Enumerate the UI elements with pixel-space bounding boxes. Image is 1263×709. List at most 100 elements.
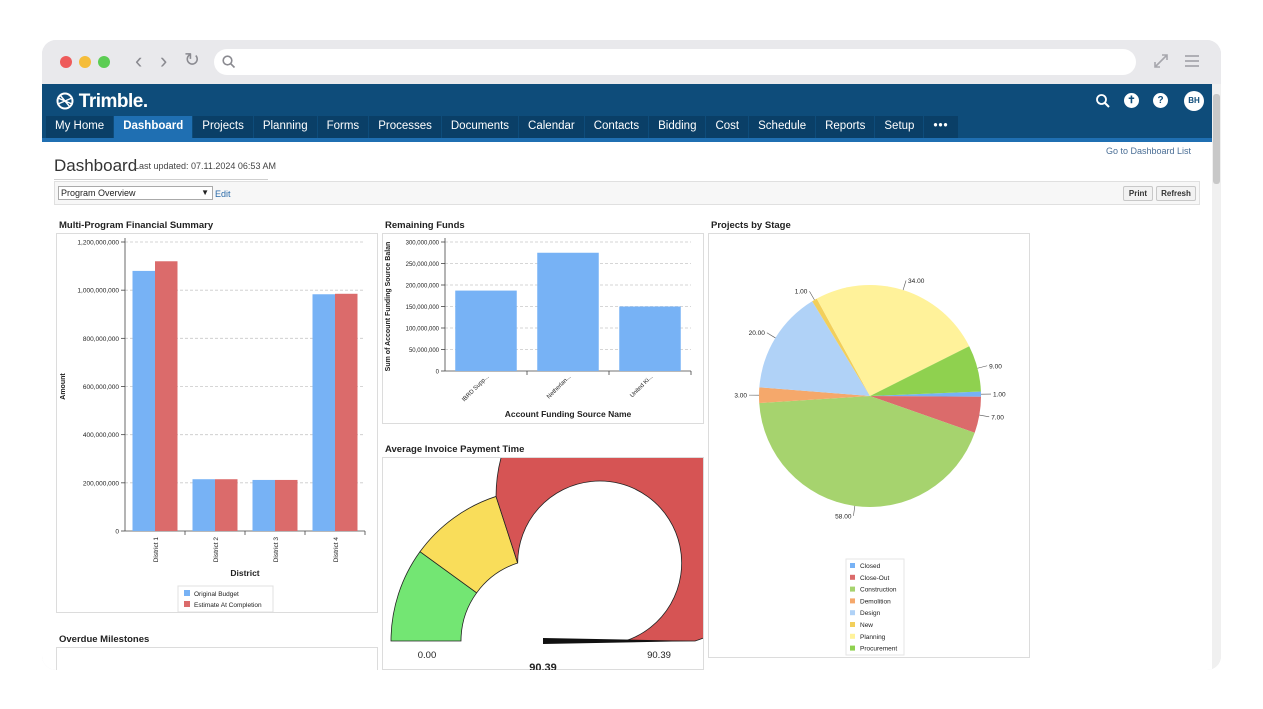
x-axis-label: District [230, 568, 259, 578]
pie-slice[interactable] [812, 298, 870, 396]
overdue-milestones-title: Overdue Milestones [59, 634, 150, 645]
tab-documents[interactable]: Documents [441, 116, 520, 138]
pie-value-label: 7.00 [991, 414, 1004, 421]
pie-value-label: 58.00 [835, 513, 852, 520]
bar[interactable] [537, 252, 599, 371]
pie-slice[interactable] [759, 387, 870, 404]
bar[interactable] [155, 261, 178, 531]
x-axis-label: Account Funding Source Name [505, 409, 632, 419]
tab-my-home[interactable]: My Home [46, 116, 115, 138]
user-avatar[interactable]: BH [1184, 91, 1204, 111]
bar[interactable] [252, 479, 276, 531]
gauge-min-label: 0.00 [418, 650, 437, 661]
dashboard-toolbar: Program Overview ▼ Edit Print Refresh [54, 181, 1200, 205]
legend-label: Construction [860, 587, 897, 594]
tab-forms[interactable]: Forms [317, 116, 370, 138]
bar[interactable] [455, 290, 517, 371]
reload-icon[interactable]: ↻ [184, 50, 200, 71]
bar[interactable] [335, 293, 358, 531]
close-window-dot[interactable] [60, 56, 72, 68]
edit-link[interactable]: Edit [215, 189, 231, 199]
legend-swatch [850, 622, 855, 627]
legend-label: Estimate At Completion [194, 602, 262, 609]
bar[interactable] [312, 294, 336, 531]
tab-schedule[interactable]: Schedule [749, 116, 817, 138]
pie-leader-line [979, 414, 990, 418]
pie-slice[interactable] [759, 301, 870, 396]
y-tick-label: 300,000,000 [406, 241, 440, 247]
bar[interactable] [132, 270, 156, 531]
dashboard-select[interactable]: Program Overview ▼ [58, 186, 213, 200]
chart-legend: Closed Close-Out Construction Demolition Des… [845, 558, 905, 656]
bar[interactable] [619, 306, 681, 372]
go-to-dashboard-list-link[interactable]: Go to Dashboard List [1106, 146, 1192, 156]
browser-chrome: ‹ › ↻ [42, 40, 1221, 84]
bar[interactable] [275, 479, 298, 531]
minimize-window-dot[interactable] [79, 56, 91, 68]
bar[interactable] [215, 479, 238, 531]
invoice-time-title: Average Invoice Payment Time [385, 444, 525, 455]
refresh-button[interactable]: Refresh [1156, 186, 1196, 201]
bar[interactable] [192, 479, 216, 531]
financial-summary-chart: 0 200,000,000 400,000,000 600,000,000 800,00… [60, 238, 366, 613]
accessibility-icon[interactable]: ✝ [1124, 93, 1139, 108]
tab-reports[interactable]: Reports [816, 116, 876, 138]
chevron-down-icon: ▼ [201, 188, 209, 197]
y-axis-label: Amount [60, 373, 67, 400]
search-icon[interactable] [1094, 92, 1112, 110]
tab-setup[interactable]: Setup [875, 116, 925, 138]
page-scrollbar[interactable] [1212, 84, 1221, 670]
legend-box [845, 558, 905, 656]
legend-swatch [850, 610, 855, 616]
tab-dashboard[interactable]: Dashboard [114, 116, 194, 138]
help-icon[interactable]: ? [1153, 93, 1168, 108]
tab-planning[interactable]: Planning [253, 116, 318, 138]
invoice-time-panel: 0.00 90.39 90.39 [382, 344, 801, 670]
y-tick-label: 200,000,000 [406, 284, 440, 290]
tab-processes[interactable]: Processes [369, 116, 442, 138]
more-tabs-button[interactable]: ••• [924, 116, 959, 138]
tab-calendar[interactable]: Calendar [519, 116, 585, 138]
pie-slice[interactable] [870, 396, 981, 433]
legend-swatch [850, 645, 855, 651]
scrollbar-thumb[interactable] [1213, 94, 1220, 184]
tab-contacts[interactable]: Contacts [584, 116, 650, 138]
legend-swatch [184, 601, 190, 607]
back-icon[interactable]: ‹ [135, 48, 143, 73]
menu-icon[interactable] [1184, 52, 1200, 70]
tab-projects[interactable]: Projects [193, 116, 254, 138]
y-tick-label: 1,200,000,000 [77, 240, 119, 247]
pie-leader-line [766, 332, 776, 339]
y-tick-label: 400,000,000 [83, 432, 120, 439]
y-tick-label: 0 [436, 370, 440, 376]
pie-slice[interactable] [870, 346, 981, 396]
trimble-logo[interactable]: Trimble. [56, 91, 148, 113]
pie-leader-line [902, 280, 907, 291]
maximize-window-dot[interactable] [98, 56, 110, 68]
tab-bidding[interactable]: Bidding [649, 116, 707, 138]
pie-value-label: 34.00 [908, 278, 925, 285]
legend-label: Planning [860, 634, 886, 641]
expand-icon[interactable] [1152, 52, 1170, 70]
legend-label: New [860, 622, 873, 629]
legend-swatch [184, 590, 190, 596]
title-divider [54, 179, 268, 180]
x-tick-label: IBRD Supp... [461, 374, 490, 403]
y-tick-label: 100,000,000 [406, 327, 440, 333]
y-tick-label: 1,000,000,000 [77, 288, 119, 295]
pie-slice[interactable] [816, 285, 970, 396]
x-tick-label: United Ki... [629, 374, 654, 399]
legend-swatch [850, 586, 855, 592]
pie-slice[interactable] [870, 391, 981, 397]
pie-value-label: 1.00 [993, 392, 1006, 399]
y-tick-label: 600,000,000 [83, 384, 120, 391]
main-tabs: My Home Dashboard Projects Planning Forms Pro… [46, 116, 959, 138]
forward-icon[interactable]: › [160, 48, 168, 73]
address-bar[interactable] [214, 49, 1136, 75]
print-button[interactable]: Print [1123, 186, 1153, 201]
legend-label: Closed [860, 563, 881, 570]
y-tick-label: 250,000,000 [406, 262, 440, 268]
tab-cost[interactable]: Cost [706, 116, 750, 138]
legend-label: Demolition [860, 598, 891, 605]
pie-slice[interactable] [759, 396, 975, 508]
